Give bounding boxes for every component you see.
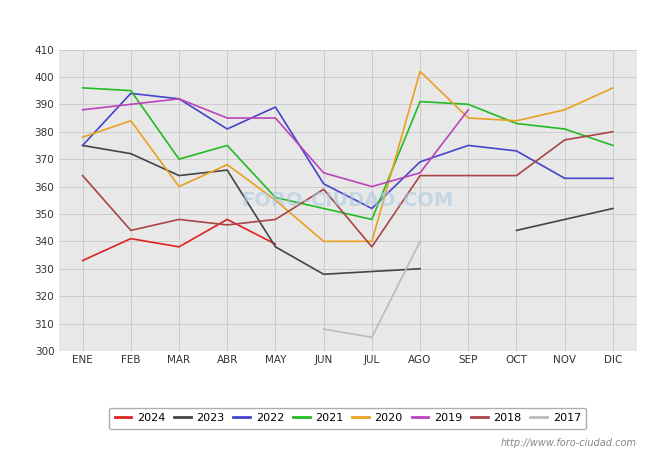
Text: FORO-CIUDAD.COM: FORO-CIUDAD.COM xyxy=(242,191,454,210)
Legend: 2024, 2023, 2022, 2021, 2020, 2019, 2018, 2017: 2024, 2023, 2022, 2021, 2020, 2019, 2018… xyxy=(109,408,586,429)
Text: Afiliados en Murillo de Río Leza a 31/5/2024: Afiliados en Murillo de Río Leza a 31/5/… xyxy=(157,9,493,24)
Text: http://www.foro-ciudad.com: http://www.foro-ciudad.com xyxy=(501,438,637,448)
